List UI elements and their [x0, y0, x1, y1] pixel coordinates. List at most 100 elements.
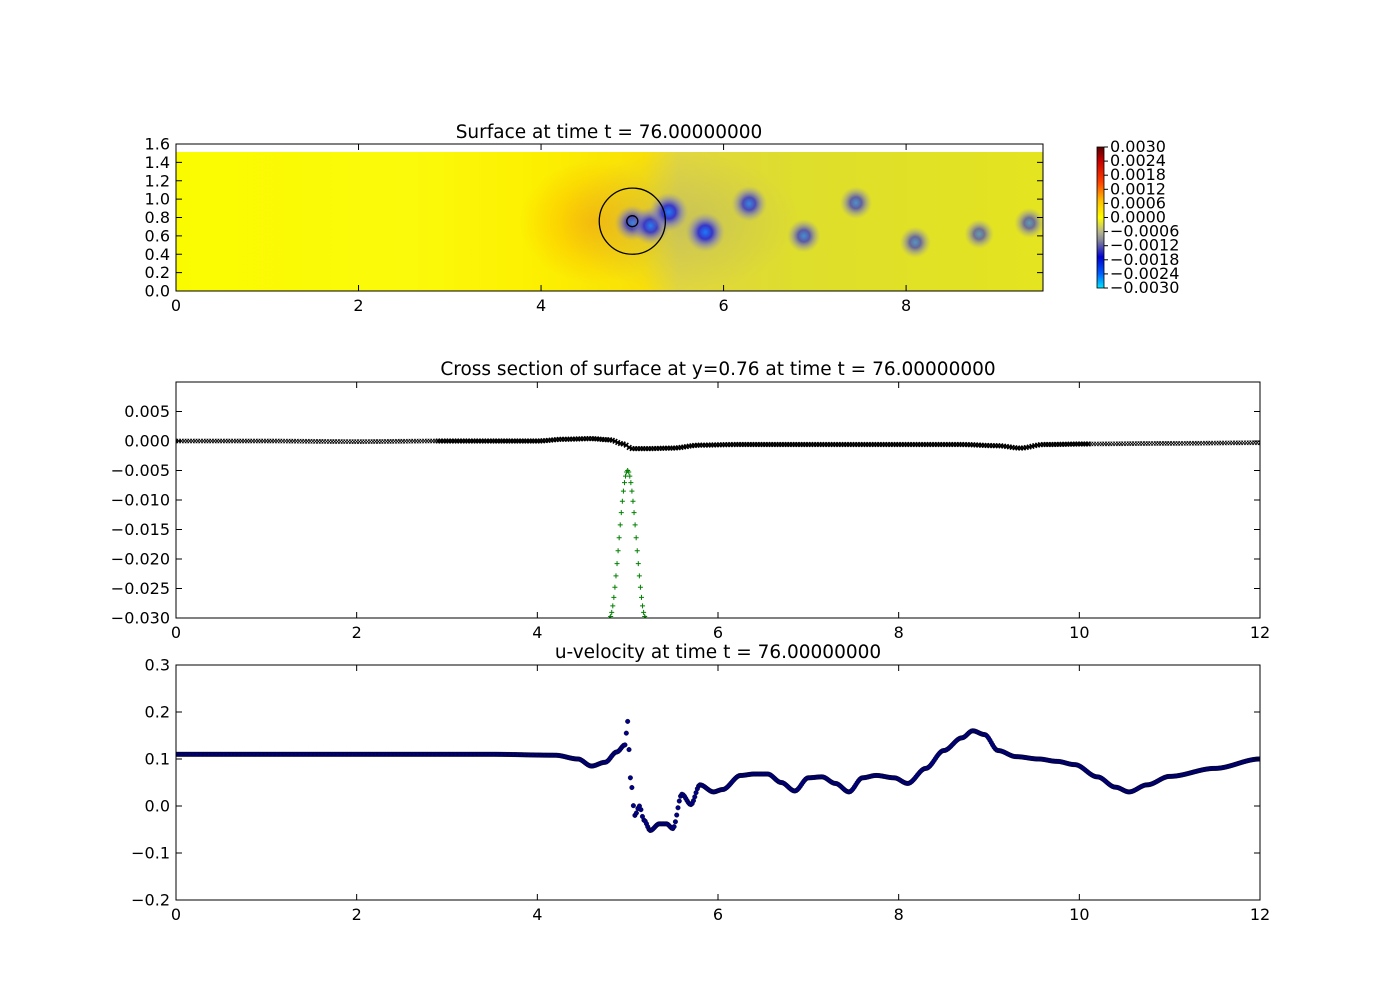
cross-section-hull-point: [617, 522, 623, 528]
x-tick-label: 4: [532, 623, 542, 642]
u-velocity-frame: [175, 664, 1261, 901]
cross-section-hull-point: [632, 522, 638, 528]
cross-section-hull-point: [627, 473, 633, 479]
cross-section-data: [176, 435, 1260, 618]
vortex: [685, 212, 726, 252]
cross-section-point: [626, 444, 632, 451]
colorbar-tick-label: 0.0018: [1110, 165, 1166, 184]
x-tick-label: 6: [713, 905, 723, 924]
y-tick-label: −0.015: [111, 520, 170, 539]
cross-section-hull-point: [638, 594, 644, 600]
x-tick-label: 6: [718, 296, 728, 315]
cross-section-title: Cross section of surface at y=0.76 at ti…: [440, 359, 995, 380]
y-tick-label: −0.030: [111, 609, 170, 628]
cross-section-hull-point: [635, 561, 641, 567]
ship-center-marker: [626, 215, 639, 228]
cross-section-hull-point: [628, 480, 634, 486]
x-tick-label: 0: [171, 623, 181, 642]
x-tick-label: 10: [1069, 905, 1089, 924]
y-tick-label: −0.020: [111, 550, 170, 569]
vortex: [964, 219, 995, 249]
colorbar: 0.00300.00240.00180.00120.00060.0000−0.0…: [1096, 137, 1179, 297]
y-tick-label: 0.6: [145, 226, 170, 245]
y-tick-label: 0.005: [124, 402, 170, 421]
colorbar-tick-label: −0.0018: [1110, 250, 1179, 269]
cross-section-point: [620, 441, 626, 447]
cross-section-hull-point: [608, 614, 614, 618]
y-tick-label: −0.025: [111, 579, 170, 598]
colorbar-tick-label: −0.0012: [1110, 236, 1179, 255]
ship-circle: [598, 187, 667, 255]
cross-section-hull-point: [631, 510, 637, 516]
cross-section-hull-point: [623, 473, 629, 479]
colorbar-tick-label: −0.0024: [1110, 264, 1179, 283]
y-tick-label: 0.8: [145, 208, 170, 227]
cross-section-hull-point: [633, 535, 639, 541]
cross-section-panel: Cross section of surface at y=0.76 at ti…: [111, 359, 1270, 642]
u-velocity-point: [676, 798, 682, 804]
y-tick-label: 0.000: [124, 432, 170, 451]
cross-section-hull-point: [618, 510, 624, 516]
cross-section-hull-point: [641, 609, 647, 615]
colorbar-tick-label: −0.0006: [1110, 222, 1179, 241]
cross-section-hull-point: [613, 573, 619, 579]
cross-section-frame: [175, 381, 1261, 619]
cross-section-hull-point: [629, 488, 635, 494]
colorbar-tick-label: 0.0024: [1110, 151, 1166, 170]
cross-section-hull-point: [610, 603, 616, 609]
colorbar-tick-label: −0.0030: [1110, 278, 1179, 297]
colorbar-ticks: 0.00300.00240.00180.00120.00060.0000−0.0…: [1104, 137, 1179, 297]
cross-section-hull-point: [634, 548, 640, 554]
x-tick-label: 8: [894, 623, 904, 642]
u-velocity-data: [176, 718, 1260, 833]
colorbar-gradient: [1096, 146, 1105, 289]
cross-section-hull-point: [636, 573, 642, 579]
y-tick-label: 1.4: [145, 153, 170, 172]
x-tick-label: 12: [1250, 623, 1270, 642]
y-tick-label: 1.6: [145, 135, 170, 154]
x-tick-label: 2: [352, 623, 362, 642]
cross-section-hull-point: [642, 614, 648, 618]
cross-section-hull-point: [619, 498, 625, 504]
u-velocity-point: [630, 803, 636, 809]
vortex: [899, 226, 931, 259]
colorbar-tick-label: 0.0000: [1110, 208, 1166, 227]
surface-heatmap-title: Surface at time t = 76.00000000: [456, 122, 763, 143]
cross-section-hull-point: [614, 561, 620, 567]
u-velocity-point: [692, 794, 698, 800]
y-tick-label: 0.1: [145, 750, 170, 769]
y-tick-label: −0.2: [131, 891, 170, 910]
cross-section-hull-point: [611, 594, 617, 600]
y-tick-label: −0.010: [111, 491, 170, 510]
y-tick-label: 1.0: [145, 190, 170, 209]
colorbar-tick-label: 0.0012: [1110, 179, 1166, 198]
cross-section-hull-point: [616, 535, 622, 541]
u-velocity-point: [675, 805, 681, 811]
u-velocity-point: [672, 819, 678, 825]
x-tick-label: 0: [171, 296, 181, 315]
vortex: [731, 185, 767, 222]
x-tick-label: 4: [532, 905, 542, 924]
cross-section-hull-point: [612, 584, 618, 590]
cross-section-axes: 0 2 4 6 8 10 12 0.005 0.000 −0.005 −0.010 −0.015 −0.…: [111, 382, 1270, 642]
x-tick-label: 2: [352, 905, 362, 924]
u-velocity-point: [633, 810, 639, 816]
u-velocity-axes: 0 2 4 6 8 10 12 0.3 0.2 0.1 0.0 −0.1 −0.2: [131, 656, 1270, 925]
vortex: [649, 192, 689, 232]
u-velocity-point: [638, 807, 644, 813]
y-tick-label: 0.2: [145, 263, 170, 282]
x-tick-label: 4: [536, 296, 546, 315]
vortex: [1014, 207, 1043, 239]
cross-section-hull-point: [609, 609, 615, 615]
y-tick-label: −0.1: [131, 844, 170, 863]
cross-section-hull-point: [626, 469, 632, 475]
x-tick-label: 6: [713, 623, 723, 642]
vortex: [787, 219, 821, 253]
x-tick-label: 10: [1069, 623, 1089, 642]
y-tick-label: 0.3: [145, 656, 170, 675]
x-tick-label: 8: [894, 905, 904, 924]
x-tick-label: 8: [901, 296, 911, 315]
y-tick-label: 0.0: [145, 797, 170, 816]
u-velocity-point: [626, 747, 632, 753]
u-velocity-point: [627, 775, 633, 781]
